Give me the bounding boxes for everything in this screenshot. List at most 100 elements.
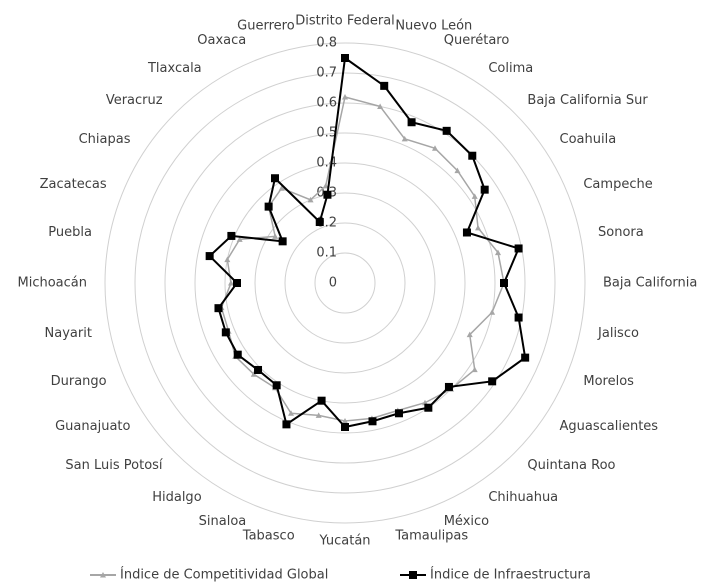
marker <box>236 236 243 242</box>
marker <box>317 396 326 405</box>
category-label: Sonora <box>598 225 644 240</box>
category-label: Guerrero <box>237 18 295 33</box>
category-label: Zacatecas <box>40 177 107 192</box>
marker <box>442 126 451 135</box>
marker <box>342 418 348 424</box>
marker <box>233 279 241 287</box>
marker <box>424 403 433 412</box>
r-tick-label: 0.8 <box>316 36 337 51</box>
category-label: Baja California Sur <box>527 93 648 108</box>
category-label: Morelos <box>583 374 634 389</box>
marker <box>394 409 403 418</box>
category-label: Puebla <box>48 225 92 240</box>
legend-marker <box>100 572 106 578</box>
grid-ring <box>134 72 556 494</box>
marker <box>489 309 496 315</box>
category-label: Jalisco <box>597 326 639 341</box>
category-label: Nayarit <box>45 326 92 341</box>
marker <box>264 202 273 211</box>
category-label: San Luis Potosí <box>65 458 163 473</box>
r-tick-label: 0.7 <box>316 66 337 81</box>
category-label: Distrito Federal <box>295 14 395 29</box>
marker <box>514 313 523 322</box>
marker <box>272 233 279 239</box>
grid-ring <box>284 222 406 344</box>
marker <box>282 420 291 429</box>
r-tick-label: 0.4 <box>316 156 337 171</box>
marker <box>272 381 281 390</box>
category-label: Tlaxcala <box>147 61 202 76</box>
marker <box>380 81 389 90</box>
category-label: Nuevo León <box>395 18 472 33</box>
grid-ring <box>164 102 526 464</box>
marker <box>407 118 416 127</box>
marker <box>444 382 453 391</box>
r-tick-label: 0.5 <box>316 126 337 141</box>
category-label: Tabasco <box>242 529 295 544</box>
marker <box>250 371 257 377</box>
category-label: Baja California <box>603 276 697 291</box>
marker <box>214 304 223 313</box>
marker <box>278 237 287 246</box>
marker <box>471 193 478 199</box>
marker <box>322 182 329 189</box>
grid-ring <box>194 132 496 434</box>
category-label: Campeche <box>583 177 652 192</box>
marker <box>233 350 242 359</box>
marker <box>377 103 384 109</box>
marker <box>342 94 348 100</box>
r-tick-label: 0.6 <box>316 96 337 111</box>
marker <box>323 190 332 199</box>
r-tick-label: 0.1 <box>316 246 337 261</box>
marker <box>278 185 285 191</box>
category-label: Querétaro <box>444 33 510 48</box>
marker <box>315 412 322 418</box>
marker <box>315 218 324 227</box>
marker <box>480 185 489 194</box>
category-label: Michoacán <box>18 276 88 291</box>
category-label: Hidalgo <box>152 490 201 505</box>
marker <box>471 366 478 373</box>
category-label: Chihuahua <box>488 490 558 505</box>
category-label: Aguascalientes <box>560 419 659 434</box>
grid-ring <box>314 252 376 314</box>
legend-label: Índice de Competitividad Global <box>120 567 328 583</box>
category-label: Guanajuato <box>55 419 130 434</box>
marker <box>227 231 236 240</box>
category-label: Chiapas <box>79 132 131 147</box>
marker <box>254 365 263 374</box>
marker <box>341 423 349 431</box>
category-label: Quintana Roo <box>527 458 615 473</box>
marker <box>462 228 471 237</box>
marker <box>500 279 508 287</box>
marker <box>466 331 473 338</box>
marker <box>488 377 497 386</box>
category-label: Sinaloa <box>199 514 247 529</box>
marker <box>468 151 477 160</box>
marker <box>454 167 461 174</box>
marker <box>288 410 295 416</box>
marker <box>368 417 377 426</box>
marker <box>521 353 530 362</box>
marker <box>270 174 279 183</box>
category-label: Tamaulipas <box>394 529 468 544</box>
marker <box>341 54 349 62</box>
category-label: Colima <box>488 61 533 76</box>
marker <box>224 256 231 263</box>
grid-ring <box>254 192 436 374</box>
category-label: Durango <box>51 374 107 389</box>
marker <box>228 280 234 286</box>
legend-label: Índice de Infraestructura <box>430 567 591 583</box>
grid-ring <box>224 162 466 404</box>
legend-marker <box>409 571 417 579</box>
category-label: Veracruz <box>106 93 163 108</box>
marker <box>514 244 523 253</box>
category-label: Yucatán <box>318 534 370 549</box>
marker <box>495 249 502 256</box>
marker <box>432 145 439 151</box>
marker <box>205 252 214 261</box>
r-tick-label: 0 <box>329 276 337 291</box>
marker <box>401 135 408 142</box>
category-label: Coahuila <box>560 132 617 147</box>
